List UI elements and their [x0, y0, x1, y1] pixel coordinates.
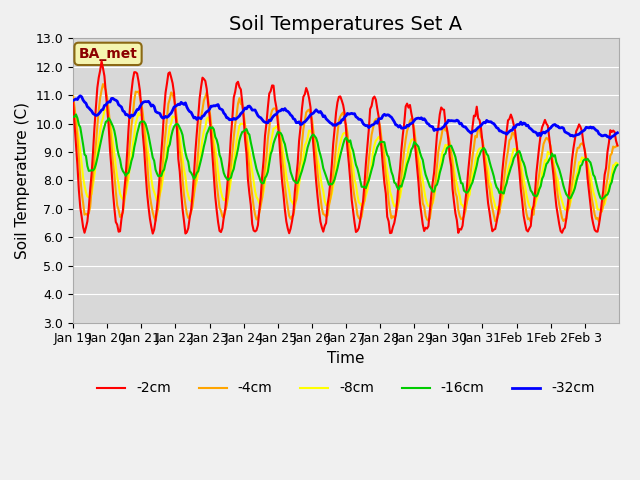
Text: BA_met: BA_met — [79, 47, 138, 61]
Y-axis label: Soil Temperature (C): Soil Temperature (C) — [15, 102, 30, 259]
X-axis label: Time: Time — [327, 351, 365, 366]
Legend: -2cm, -4cm, -8cm, -16cm, -32cm: -2cm, -4cm, -8cm, -16cm, -32cm — [92, 376, 600, 401]
Title: Soil Temperatures Set A: Soil Temperatures Set A — [230, 15, 463, 34]
